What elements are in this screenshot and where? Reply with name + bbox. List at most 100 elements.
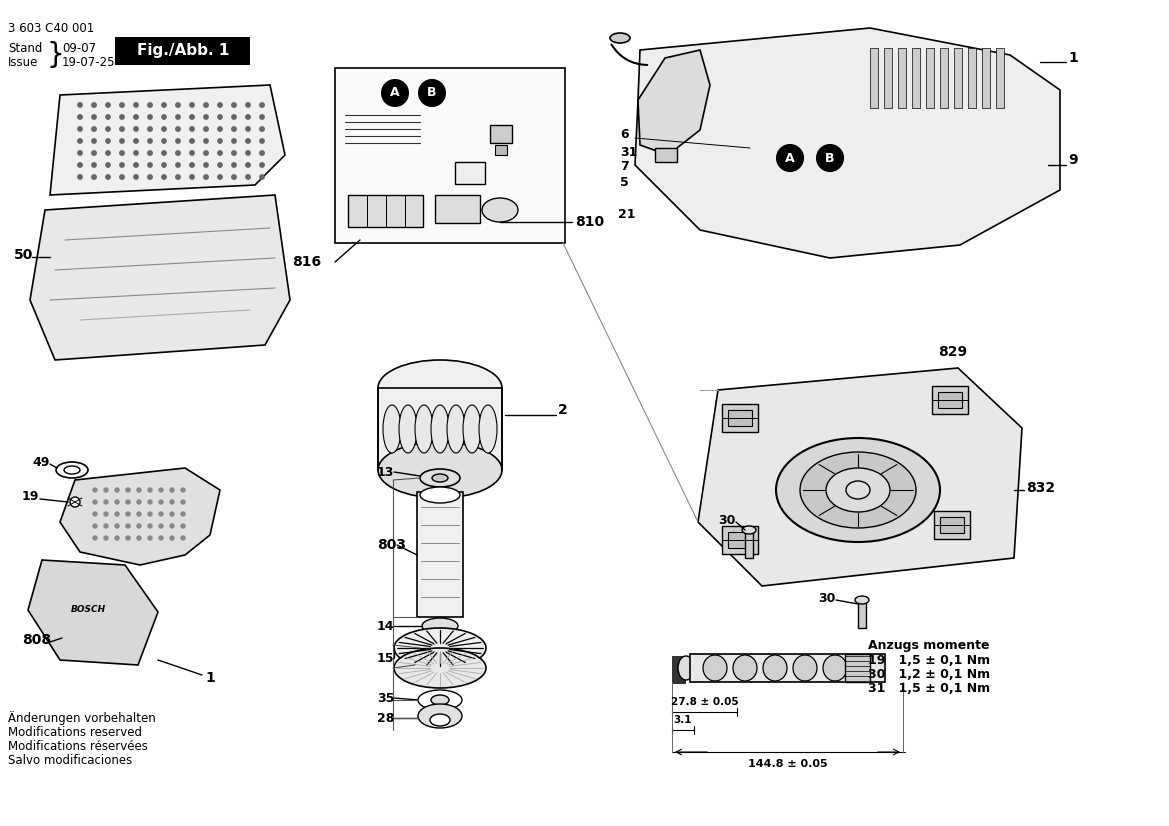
Circle shape bbox=[170, 536, 174, 540]
Bar bbox=[982, 48, 990, 108]
Bar bbox=[940, 517, 964, 533]
Circle shape bbox=[203, 102, 208, 107]
Circle shape bbox=[231, 102, 236, 107]
Circle shape bbox=[231, 139, 236, 143]
Circle shape bbox=[78, 151, 82, 155]
Circle shape bbox=[78, 163, 82, 167]
Circle shape bbox=[217, 127, 222, 131]
Circle shape bbox=[260, 151, 264, 155]
Text: 832: 832 bbox=[1026, 481, 1056, 495]
Polygon shape bbox=[638, 50, 710, 155]
Text: Anzugs momente: Anzugs momente bbox=[869, 638, 989, 652]
Circle shape bbox=[419, 80, 445, 106]
Circle shape bbox=[189, 102, 194, 107]
Circle shape bbox=[175, 127, 180, 131]
Bar bbox=[932, 386, 968, 414]
Circle shape bbox=[175, 163, 180, 167]
Bar bbox=[934, 511, 970, 539]
Ellipse shape bbox=[394, 648, 486, 688]
Bar bbox=[728, 532, 752, 548]
Circle shape bbox=[92, 127, 96, 131]
Circle shape bbox=[175, 139, 180, 143]
Circle shape bbox=[133, 163, 138, 167]
Circle shape bbox=[148, 488, 152, 492]
Circle shape bbox=[159, 500, 162, 504]
Text: Salvo modificaciones: Salvo modificaciones bbox=[8, 753, 132, 767]
Circle shape bbox=[170, 488, 174, 492]
Circle shape bbox=[126, 488, 130, 492]
Text: Modifications réservées: Modifications réservées bbox=[8, 739, 147, 752]
Bar bbox=[672, 658, 686, 659]
Text: 14: 14 bbox=[376, 620, 394, 633]
Circle shape bbox=[147, 163, 152, 167]
Text: 50: 50 bbox=[14, 248, 34, 262]
Text: 6: 6 bbox=[620, 129, 629, 141]
Text: 144.8 ± 0.05: 144.8 ± 0.05 bbox=[748, 759, 828, 769]
Circle shape bbox=[245, 127, 250, 131]
Circle shape bbox=[133, 115, 138, 119]
Ellipse shape bbox=[855, 596, 869, 604]
Bar bbox=[898, 48, 906, 108]
Bar bbox=[954, 48, 962, 108]
Polygon shape bbox=[60, 468, 220, 565]
Circle shape bbox=[126, 500, 130, 504]
Bar bbox=[926, 48, 934, 108]
Circle shape bbox=[189, 115, 194, 119]
Circle shape bbox=[94, 500, 97, 504]
Ellipse shape bbox=[378, 442, 502, 498]
Ellipse shape bbox=[826, 468, 890, 512]
Circle shape bbox=[94, 488, 97, 492]
Ellipse shape bbox=[733, 655, 758, 681]
Ellipse shape bbox=[419, 704, 462, 728]
Circle shape bbox=[159, 536, 162, 540]
Bar bbox=[884, 48, 892, 108]
Circle shape bbox=[245, 175, 250, 179]
Circle shape bbox=[181, 488, 185, 492]
Text: 35: 35 bbox=[376, 691, 394, 705]
Bar bbox=[655, 148, 677, 162]
Circle shape bbox=[119, 139, 124, 143]
Text: 829: 829 bbox=[938, 345, 967, 359]
Circle shape bbox=[231, 163, 236, 167]
Circle shape bbox=[92, 102, 96, 107]
Circle shape bbox=[260, 163, 264, 167]
Circle shape bbox=[161, 139, 166, 143]
Circle shape bbox=[203, 163, 208, 167]
Circle shape bbox=[137, 524, 141, 528]
Text: 15: 15 bbox=[376, 652, 394, 664]
Circle shape bbox=[92, 151, 96, 155]
Circle shape bbox=[203, 151, 208, 155]
Ellipse shape bbox=[482, 198, 518, 222]
Text: 31: 31 bbox=[620, 145, 637, 159]
Circle shape bbox=[137, 536, 141, 540]
Text: 30: 30 bbox=[718, 514, 735, 526]
Circle shape bbox=[170, 524, 174, 528]
FancyBboxPatch shape bbox=[115, 37, 250, 65]
Text: 09-07: 09-07 bbox=[62, 41, 96, 55]
Circle shape bbox=[260, 139, 264, 143]
Circle shape bbox=[94, 524, 97, 528]
Circle shape bbox=[148, 500, 152, 504]
Circle shape bbox=[181, 512, 185, 516]
Circle shape bbox=[161, 163, 166, 167]
Circle shape bbox=[175, 151, 180, 155]
Bar bbox=[672, 664, 686, 666]
Text: }: } bbox=[47, 41, 64, 69]
Circle shape bbox=[203, 139, 208, 143]
Circle shape bbox=[147, 151, 152, 155]
Circle shape bbox=[119, 102, 124, 107]
Circle shape bbox=[161, 127, 166, 131]
Bar bbox=[490, 125, 512, 143]
Circle shape bbox=[78, 175, 82, 179]
Text: Änderungen vorbehalten: Änderungen vorbehalten bbox=[8, 711, 155, 725]
Circle shape bbox=[203, 175, 208, 179]
Bar bbox=[336, 68, 565, 243]
Text: 30: 30 bbox=[818, 591, 836, 605]
Circle shape bbox=[260, 127, 264, 131]
Bar bbox=[940, 48, 948, 108]
Bar bbox=[672, 678, 686, 680]
Text: Modifications reserved: Modifications reserved bbox=[8, 725, 141, 738]
Text: 7: 7 bbox=[620, 160, 629, 173]
Text: 27.8 ± 0.05: 27.8 ± 0.05 bbox=[671, 697, 739, 707]
Circle shape bbox=[161, 151, 166, 155]
